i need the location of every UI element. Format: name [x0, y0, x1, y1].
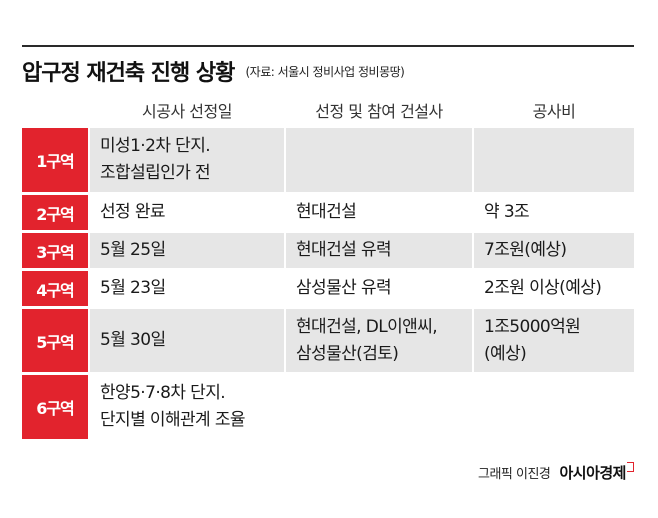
table-row: 4구역 5월 23일 삼성물산 유력 2조원 이상(예상) — [22, 271, 634, 306]
table-row: 5구역 5월 30일 현대건설, DL이앤씨, 삼성물산(검토) 1조5000억… — [22, 309, 634, 372]
source-note: (자료: 서울시 정비사업 정비몽땅) — [245, 64, 405, 79]
zone-label: 2구역 — [22, 195, 88, 230]
date-cell: 5월 30일 — [90, 309, 284, 372]
table-row: 3구역 5월 25일 현대건설 유력 7조원(예상) — [22, 233, 634, 268]
table-row: 6구역 한양5·7·8차 단지. 단지별 이해관계 조율 — [22, 375, 634, 439]
brand-logo: 아시아경제 — [559, 464, 626, 482]
table-row: 2구역 선정 완료 현대건설 약 3조 — [22, 195, 634, 230]
zone-label: 4구역 — [22, 271, 88, 306]
zone-label: 6구역 — [22, 375, 88, 439]
builder-cell: 현대건설 — [296, 202, 357, 222]
column-header-cost: 공사비 — [532, 102, 576, 121]
builder-cell — [286, 375, 472, 439]
cost-cell: 7조원(예상) — [474, 233, 634, 268]
brand-mark-icon — [627, 462, 634, 472]
builder-cell: 현대건설 유력 — [286, 233, 472, 268]
cost-cell: 약 3조 — [484, 202, 530, 222]
builder-cell — [286, 128, 472, 192]
column-header-builder: 선정 및 참여 건설사 — [315, 102, 443, 121]
builder-cell: 현대건설, DL이앤씨, 삼성물산(검토) — [286, 309, 472, 372]
graphic-credit: 그래픽 이진경 — [477, 467, 551, 482]
zone-label: 3구역 — [22, 233, 88, 268]
cost-cell: 2조원 이상(예상) — [484, 278, 602, 298]
header: 압구정 재건축 진행 상황 (자료: 서울시 정비사업 정비몽땅) — [22, 55, 405, 87]
date-cell: 미성1·2차 단지. 조합설립인가 전 — [90, 128, 284, 192]
zone-label: 5구역 — [22, 309, 88, 372]
cost-cell — [474, 375, 634, 439]
date-cell: 선정 완료 — [100, 202, 166, 222]
credit-line: 그래픽 이진경 아시아경제 — [478, 462, 634, 483]
table-row: 1구역 미성1·2차 단지. 조합설립인가 전 — [22, 128, 634, 192]
zone-label: 1구역 — [22, 128, 88, 192]
date-cell: 5월 23일 — [100, 278, 166, 298]
page-title: 압구정 재건축 진행 상황 — [22, 61, 235, 86]
top-rule — [22, 45, 634, 47]
builder-cell: 삼성물산 유력 — [296, 278, 392, 298]
cost-cell — [474, 128, 634, 192]
column-header-date: 시공사 선정일 — [142, 102, 232, 121]
date-cell: 5월 25일 — [90, 233, 284, 268]
date-cell: 한양5·7·8차 단지. 단지별 이해관계 조율 — [100, 383, 246, 430]
cost-cell: 1조5000억원 (예상) — [474, 309, 634, 372]
